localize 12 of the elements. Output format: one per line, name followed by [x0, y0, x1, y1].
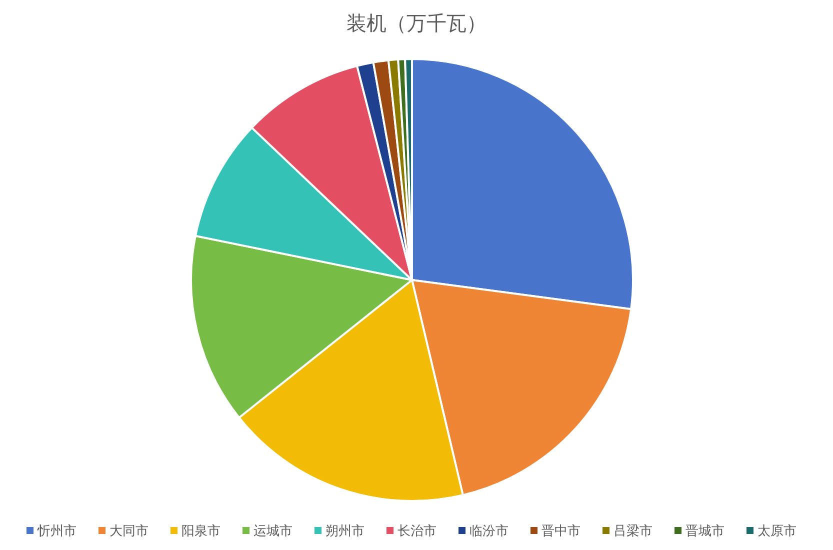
- legend-label: 晋中市: [542, 523, 580, 538]
- legend-label: 朔州市: [326, 523, 364, 538]
- legend-label: 太原市: [758, 523, 796, 538]
- legend-label: 大同市: [110, 523, 148, 538]
- chart-title: 装机（万千瓦）: [346, 13, 486, 35]
- legend-label: 长治市: [398, 523, 436, 538]
- legend-label: 晋城市: [686, 523, 724, 538]
- legend-label: 忻州市: [36, 523, 76, 538]
- legend-label: 临汾市: [470, 523, 508, 538]
- legend-label: 阳泉市: [182, 523, 220, 538]
- legend-label: 运城市: [254, 523, 292, 538]
- legend-label: 吕梁市: [614, 523, 652, 538]
